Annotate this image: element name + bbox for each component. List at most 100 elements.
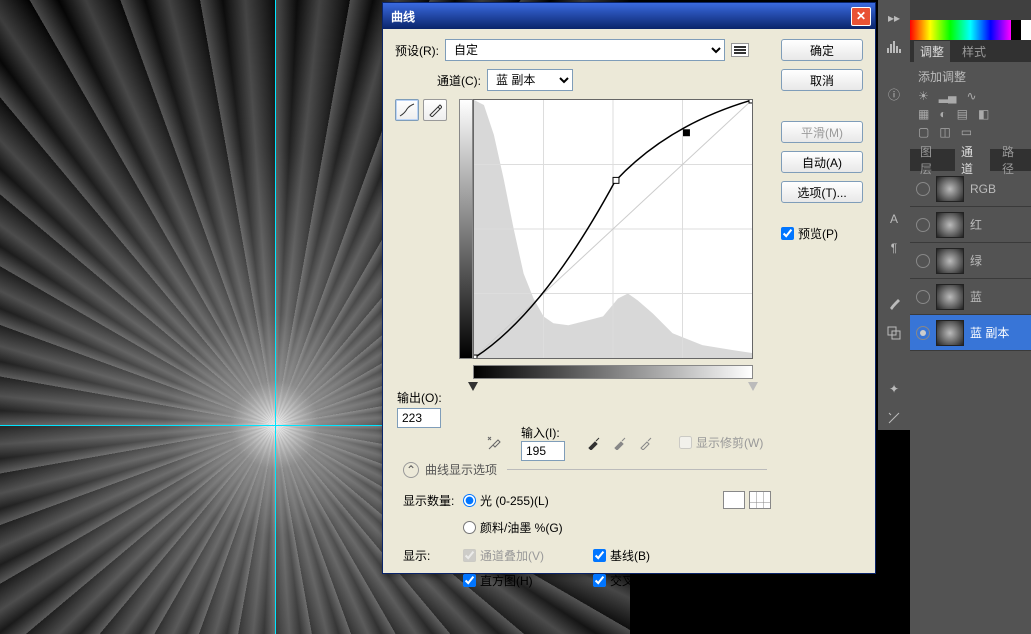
curves-icon[interactable]: ∿ <box>967 89 977 103</box>
grid-8-icon[interactable] <box>749 491 771 509</box>
channel-thumbnail <box>936 284 964 310</box>
channel-label: 通道(C): <box>437 72 481 89</box>
channel-mixer-icon[interactable]: ◫ <box>939 125 950 139</box>
auto-button[interactable]: 自动(A) <box>781 151 863 173</box>
channel-item-blue-copy[interactable]: 蓝 副本 <box>910 315 1031 351</box>
options-button[interactable]: 选项(T)... <box>781 181 863 203</box>
show-clipping-checkbox <box>679 436 692 449</box>
visibility-toggle[interactable] <box>916 182 930 196</box>
tool-presets-icon[interactable]: ✦ <box>882 377 906 401</box>
pigment-radio[interactable] <box>463 521 476 534</box>
black-point-slider[interactable] <box>468 382 478 391</box>
light-radio-row[interactable]: 光 (0-255)(L) <box>463 492 593 509</box>
curve-point-0[interactable] <box>474 355 477 358</box>
channel-select[interactable]: 蓝 副本 <box>487 69 573 91</box>
visibility-toggle[interactable] <box>916 326 930 340</box>
settings-icon[interactable] <box>882 406 906 430</box>
channel-name: 蓝 副本 <box>970 324 1009 341</box>
grid-4-icon[interactable] <box>723 491 745 509</box>
brush-panel-icon[interactable] <box>882 292 906 316</box>
color-ramp[interactable] <box>910 20 1031 40</box>
visibility-toggle[interactable] <box>916 290 930 304</box>
preview-checkbox-row[interactable]: 预览(P) <box>781 225 863 242</box>
channel-item-blue[interactable]: 蓝 <box>910 279 1031 315</box>
preset-select[interactable]: 自定 <box>445 39 725 61</box>
input-input[interactable] <box>521 441 565 461</box>
vibrance-icon[interactable]: ◐ <box>939 107 946 121</box>
exposure-icon[interactable]: ▦ <box>918 107 929 121</box>
histogram-panel-icon[interactable] <box>882 36 906 60</box>
character-panel-icon[interactable]: A <box>882 207 906 231</box>
expand-panels-icon[interactable]: ▸▸ <box>882 6 906 30</box>
curve-point-3[interactable] <box>749 100 752 103</box>
channel-thumbnail <box>936 320 964 346</box>
guide-vertical[interactable] <box>275 0 276 634</box>
show-options-group: 显示: 通道叠加(V) 基线(B) 直方图(H) 交叉线(N) <box>403 547 723 589</box>
close-button[interactable]: ✕ <box>851 7 871 26</box>
intersection-row[interactable]: 交叉线(N) <box>593 572 723 589</box>
visibility-toggle[interactable] <box>916 254 930 268</box>
adjustments-panel-tabs: 调整 样式 <box>910 40 1031 62</box>
target-adjust-icon[interactable] <box>483 432 511 454</box>
histogram-checkbox[interactable] <box>463 574 476 587</box>
eyedropper-white-icon[interactable] <box>637 434 655 452</box>
brightness-icon[interactable]: ☀ <box>918 89 929 103</box>
pigment-radio-row[interactable]: 颜料/油墨 %(G) <box>463 519 593 536</box>
display-amount-label: 显示数量: <box>403 492 463 509</box>
intersection-checkbox[interactable] <box>593 574 606 587</box>
histogram-row[interactable]: 直方图(H) <box>463 572 593 589</box>
light-radio[interactable] <box>463 494 476 507</box>
curve-point-selected[interactable] <box>683 130 689 136</box>
channel-thumbnail <box>936 248 964 274</box>
dialog-titlebar[interactable]: 曲线 ✕ <box>383 3 875 29</box>
disclosure-icon[interactable]: ⌃ <box>403 462 419 478</box>
show-clipping-label: 显示修剪(W) <box>696 434 763 451</box>
ok-button[interactable]: 确定 <box>781 39 863 61</box>
levels-icon[interactable]: ▂▄ <box>939 89 957 103</box>
photo-filter-icon[interactable]: ▢ <box>918 125 929 139</box>
preset-menu-icon[interactable] <box>731 43 749 57</box>
dialog-body: 预设(R): 自定 通道(C): 蓝 副本 确定 取消 平滑(M) 自动(A) … <box>383 29 875 573</box>
curve-plot[interactable] <box>473 99 753 359</box>
preview-checkbox[interactable] <box>781 227 794 240</box>
clone-panel-icon[interactable] <box>882 322 906 346</box>
info-panel-icon[interactable]: ⓘ <box>882 83 906 107</box>
channel-list: RGB 红 绿 蓝 蓝 副本 <box>910 171 1031 351</box>
channel-name: 红 <box>970 216 982 233</box>
pencil-curve-tool[interactable] <box>423 99 447 121</box>
eyedropper-gray-icon[interactable] <box>611 434 629 452</box>
bw-icon[interactable]: ◧ <box>978 107 989 121</box>
tab-adjustments[interactable]: 调整 <box>914 41 950 62</box>
curve-point-1[interactable] <box>613 177 619 183</box>
output-input[interactable] <box>397 408 441 428</box>
show-clipping-row[interactable]: 显示修剪(W) <box>679 434 763 451</box>
add-adjustment-label: 添加调整 <box>918 68 1023 85</box>
cancel-button[interactable]: 取消 <box>781 69 863 91</box>
adjustments-section: 添加调整 ☀ ▂▄ ∿ ▦ ◐ ▤ ◧ ▢ ◫ ▭ <box>910 62 1031 149</box>
channel-item-green[interactable]: 绿 <box>910 243 1031 279</box>
baseline-row[interactable]: 基线(B) <box>593 547 723 564</box>
display-options-header[interactable]: ⌃ 曲线显示选项 <box>403 461 767 478</box>
tab-styles[interactable]: 样式 <box>956 41 992 62</box>
hue-icon[interactable]: ▤ <box>957 107 968 121</box>
curve-plot-wrap <box>459 99 753 379</box>
channel-thumbnail <box>936 176 964 202</box>
channel-item-rgb[interactable]: RGB <box>910 171 1031 207</box>
point-curve-tool[interactable] <box>395 99 419 121</box>
input-label: 输入(I): <box>521 424 565 441</box>
white-point-slider[interactable] <box>748 382 758 391</box>
smooth-button: 平滑(M) <box>781 121 863 143</box>
output-label: 输出(O): <box>397 389 457 406</box>
channel-thumbnail <box>936 212 964 238</box>
eyedropper-black-icon[interactable] <box>585 434 603 452</box>
baseline-checkbox[interactable] <box>593 549 606 562</box>
channel-overlays-row: 通道叠加(V) <box>463 547 593 564</box>
channel-name: RGB <box>970 182 996 196</box>
channel-overlays-checkbox <box>463 549 476 562</box>
channel-name: 蓝 <box>970 288 982 305</box>
paragraph-panel-icon[interactable]: ¶ <box>882 237 906 261</box>
visibility-toggle[interactable] <box>916 218 930 232</box>
channel-item-red[interactable]: 红 <box>910 207 1031 243</box>
gradient-map-icon[interactable]: ▭ <box>961 125 972 139</box>
output-gradient-bar <box>459 99 473 359</box>
